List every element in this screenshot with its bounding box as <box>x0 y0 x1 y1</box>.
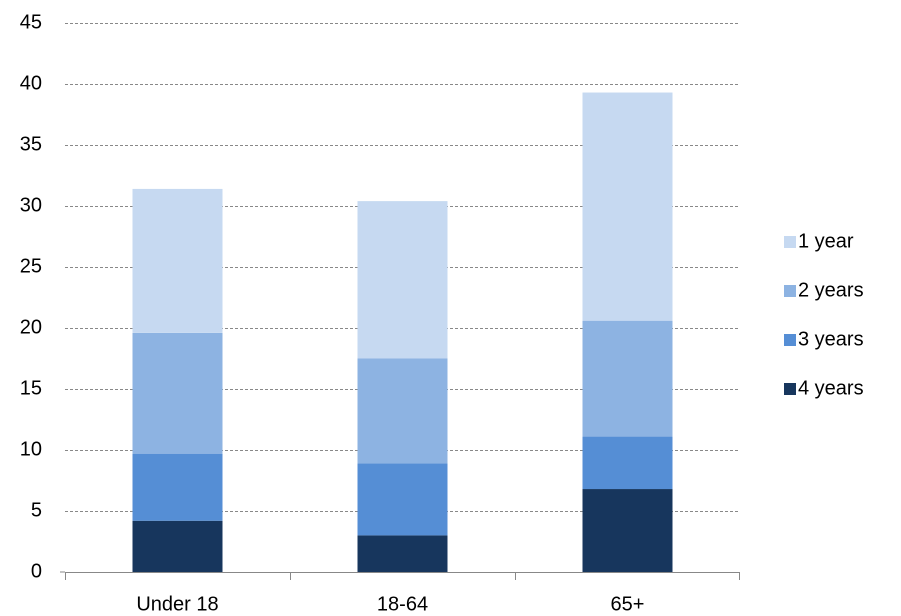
x-tick-label: 65+ <box>611 593 645 615</box>
x-tick-label: Under 18 <box>136 593 218 615</box>
bar-segment <box>582 489 673 572</box>
legend-swatch <box>784 236 796 248</box>
y-tick-label: 30 <box>20 194 42 216</box>
y-tick-label: 35 <box>20 133 42 155</box>
y-tick-label: 25 <box>20 255 42 277</box>
bar-segment <box>582 92 673 321</box>
y-tick-label: 10 <box>20 438 42 460</box>
bar-segment <box>132 188 223 333</box>
legend-label: 3 years <box>798 328 864 350</box>
legend-swatch <box>784 334 796 346</box>
legend-label: 4 years <box>798 377 864 399</box>
bar-segment <box>132 520 223 572</box>
bar-segment <box>357 463 448 536</box>
x-tick-label: 18-64 <box>377 593 428 615</box>
y-tick-label: 15 <box>20 377 42 399</box>
legend-label: 1 year <box>798 230 854 252</box>
bar-segment <box>132 453 223 521</box>
bar-segment <box>582 436 673 490</box>
legend-swatch <box>784 285 796 297</box>
bar-segment <box>357 358 448 464</box>
y-tick-label: 5 <box>31 499 42 521</box>
bar-segment <box>357 201 448 359</box>
y-tick-label: 45 <box>20 11 42 33</box>
bar-segment <box>132 332 223 454</box>
y-tick-label: 0 <box>31 560 42 582</box>
y-tick-label: 20 <box>20 316 42 338</box>
legend-swatch <box>784 383 796 395</box>
y-tick-label: 40 <box>20 72 42 94</box>
legend-label: 2 years <box>798 279 864 301</box>
bar-segment <box>357 535 448 572</box>
bar-segment <box>582 320 673 437</box>
